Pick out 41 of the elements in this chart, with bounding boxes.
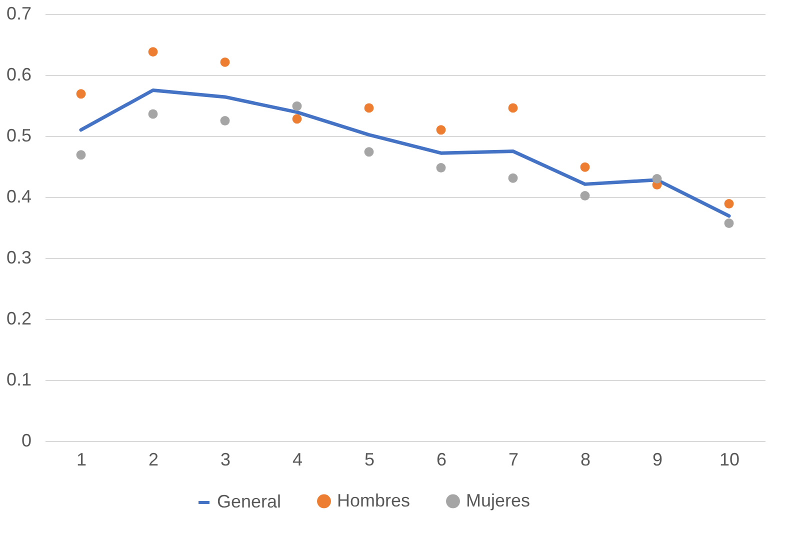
y-tick-label: 0.2 xyxy=(6,308,32,328)
point xyxy=(436,125,446,135)
y-tick-label: 0.7 xyxy=(6,4,32,24)
point xyxy=(364,103,374,113)
point xyxy=(76,89,86,99)
x-tick-label: 10 xyxy=(719,450,740,470)
point xyxy=(508,173,518,183)
point xyxy=(652,174,662,184)
x-tick-label: 9 xyxy=(652,450,663,470)
point xyxy=(724,198,734,208)
x-tick-label: 5 xyxy=(364,450,375,470)
point xyxy=(580,162,590,172)
y-tick-label: 0.3 xyxy=(6,248,32,268)
legend-label: Hombres xyxy=(337,490,410,510)
x-tick-label: 6 xyxy=(436,450,447,470)
x-tick-label: 4 xyxy=(292,450,303,470)
point xyxy=(292,101,302,111)
point xyxy=(76,150,86,160)
point xyxy=(220,116,230,126)
legend-label: General xyxy=(217,492,282,512)
x-tick-label: 7 xyxy=(508,450,519,470)
point xyxy=(436,162,446,172)
y-tick-label: 0.6 xyxy=(6,64,32,84)
point xyxy=(148,109,158,119)
legend-label: Mujeres xyxy=(466,490,530,510)
y-tick-label: 0.5 xyxy=(6,126,32,146)
point xyxy=(364,147,374,157)
y-tick-label: 0 xyxy=(21,430,32,450)
point xyxy=(148,47,158,57)
x-tick-label: 1 xyxy=(76,450,87,470)
point xyxy=(724,218,734,228)
x-tick-label: 3 xyxy=(220,450,231,470)
point xyxy=(220,57,230,67)
y-tick-label: 0.1 xyxy=(6,370,32,390)
point xyxy=(292,114,302,124)
point xyxy=(508,103,518,113)
x-tick-label: 2 xyxy=(148,450,159,470)
point xyxy=(580,191,590,201)
x-tick-label: 8 xyxy=(580,450,591,470)
y-tick-label: 0.4 xyxy=(6,186,32,206)
line-series xyxy=(79,88,731,218)
